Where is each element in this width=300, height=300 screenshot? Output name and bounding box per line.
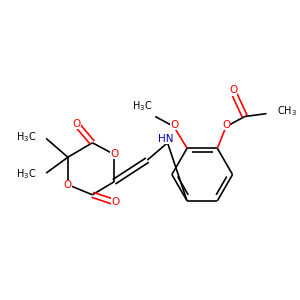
Text: O: O — [110, 149, 118, 159]
Text: CH$_3$: CH$_3$ — [277, 104, 297, 118]
Text: O: O — [170, 120, 178, 130]
Text: O: O — [229, 85, 237, 95]
Text: O: O — [111, 197, 120, 207]
Text: O: O — [222, 120, 230, 130]
Text: HN: HN — [158, 134, 174, 144]
Text: O: O — [72, 119, 81, 129]
Text: H$_3$C: H$_3$C — [16, 168, 36, 182]
Text: H$_3$C: H$_3$C — [132, 100, 152, 113]
Text: O: O — [64, 180, 72, 190]
Text: H$_3$C: H$_3$C — [16, 130, 36, 144]
